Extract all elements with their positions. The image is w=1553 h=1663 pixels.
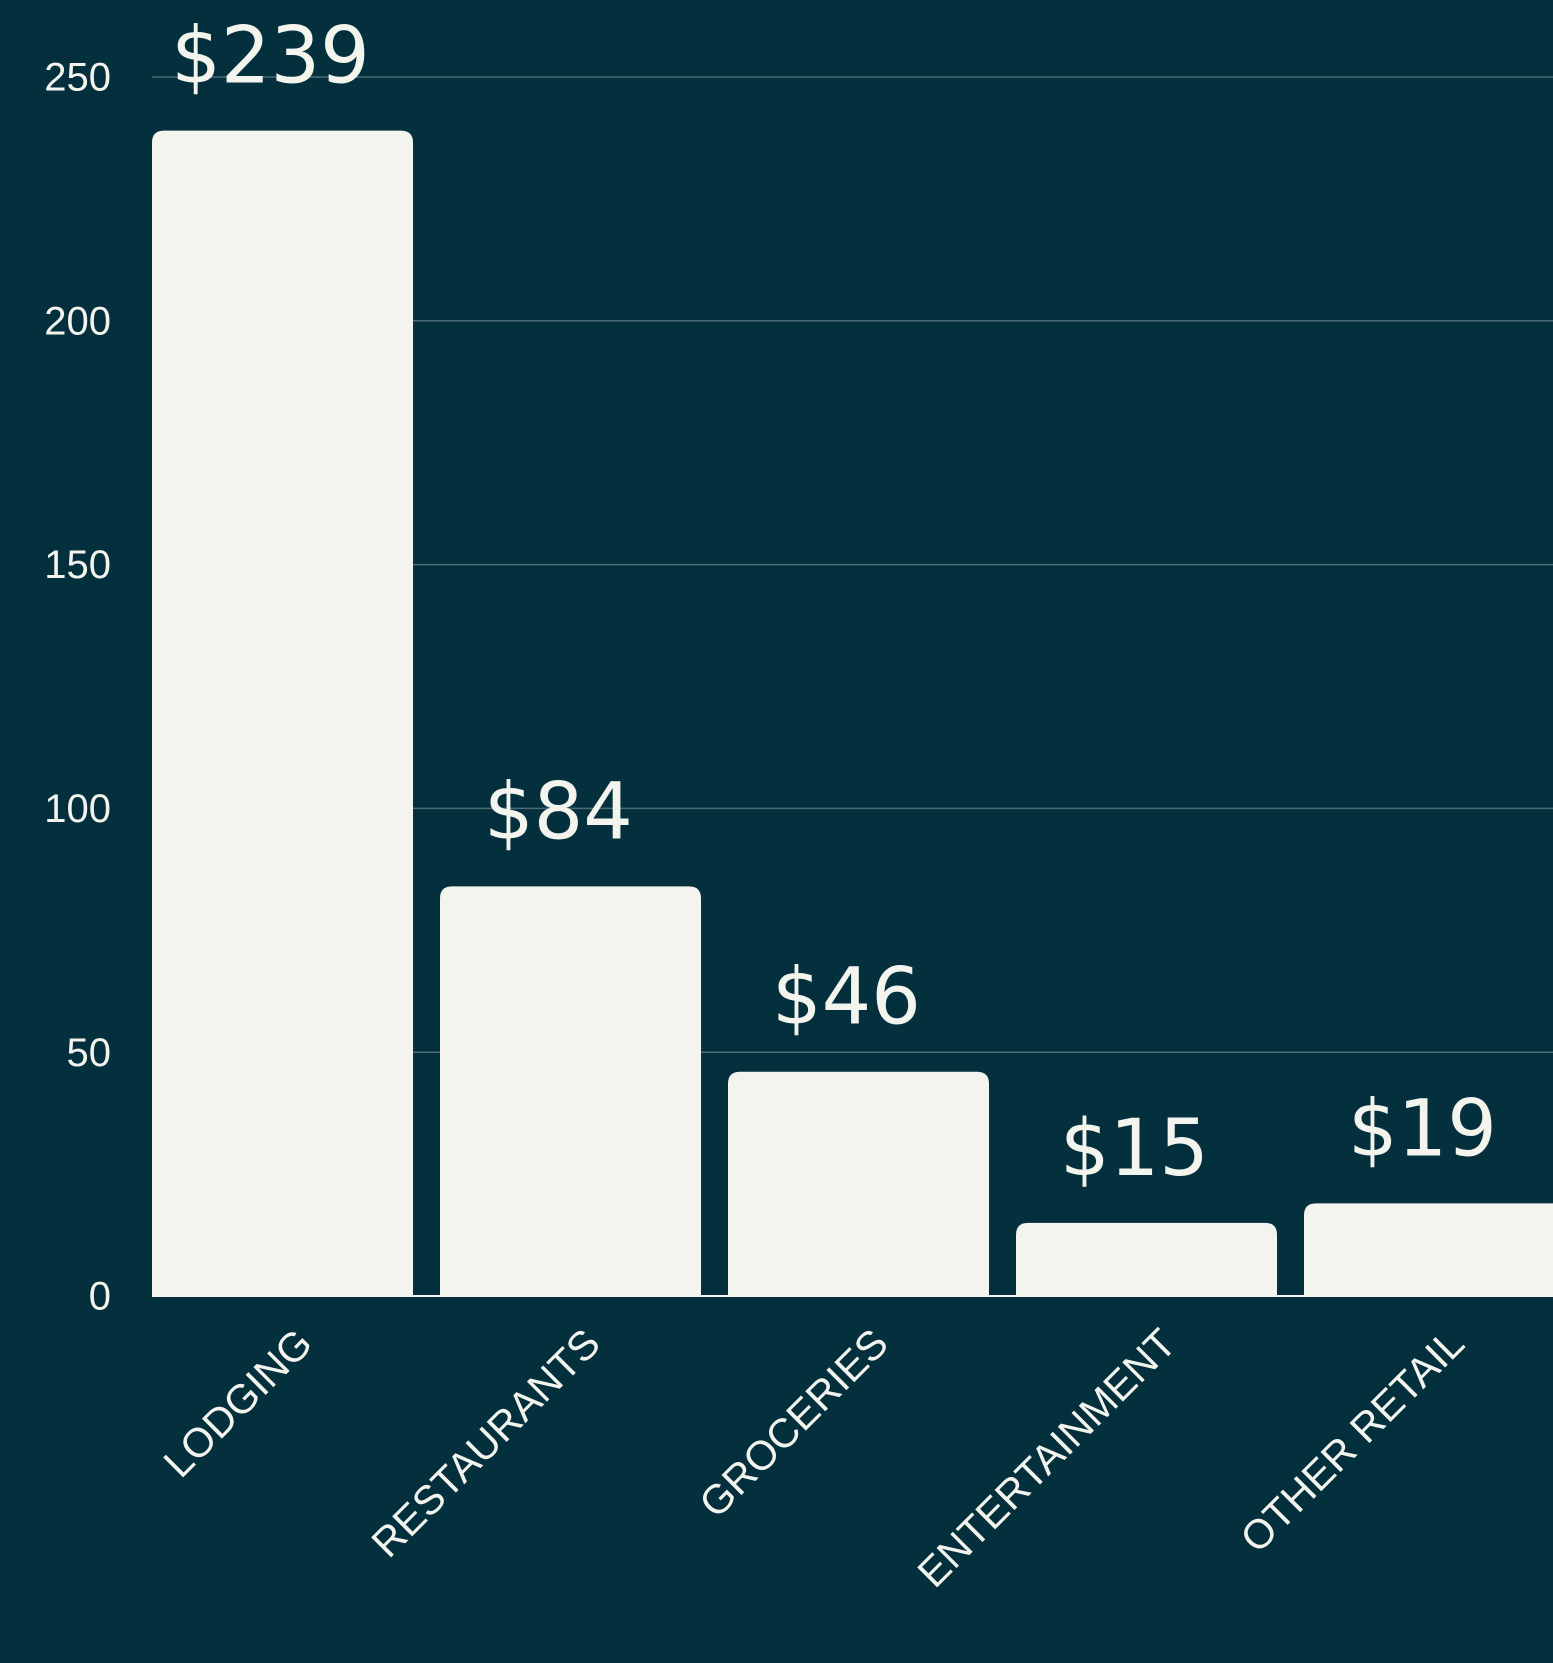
bar (1016, 1222, 1277, 1296)
y-tick-label: 250 (44, 56, 111, 100)
y-tick-label: 0 (89, 1275, 111, 1319)
value-label: $19 (1348, 1084, 1497, 1174)
bar (1304, 1203, 1553, 1296)
value-label: $239 (171, 12, 370, 102)
value-label: $46 (772, 953, 921, 1043)
bar (728, 1071, 989, 1296)
y-tick-label: 200 (44, 299, 111, 343)
y-tick-label: 150 (44, 543, 111, 587)
y-tick-label: 50 (67, 1031, 112, 1075)
value-label: $15 (1060, 1104, 1209, 1194)
value-label: $84 (484, 767, 633, 857)
bar (440, 886, 701, 1296)
y-tick-label: 100 (44, 787, 111, 831)
bar (152, 130, 413, 1297)
